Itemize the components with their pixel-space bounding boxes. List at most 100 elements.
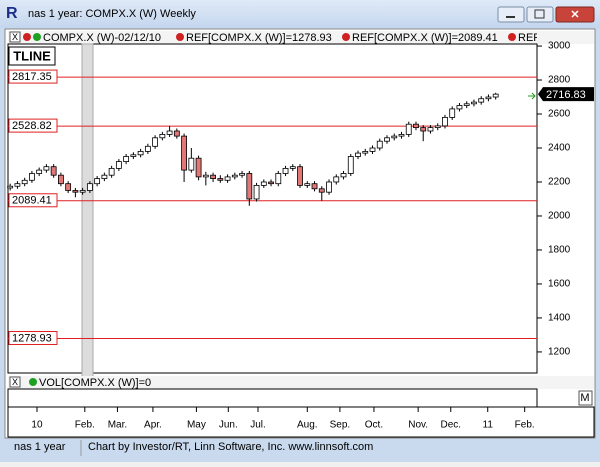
panel-menu-box bbox=[578, 390, 593, 406]
candle-body bbox=[478, 98, 485, 103]
candle-body bbox=[202, 174, 209, 178]
close-button[interactable] bbox=[555, 6, 595, 23]
x-tick-label: Feb. bbox=[75, 420, 95, 431]
candle-body bbox=[413, 123, 419, 129]
candle-body bbox=[94, 178, 101, 185]
maximize-button[interactable] bbox=[526, 6, 554, 23]
x-tick-label: Jun. bbox=[219, 420, 238, 431]
x-tick-label: Mar. bbox=[108, 420, 127, 431]
panel-close[interactable] bbox=[9, 31, 21, 43]
x-tick-label: Aug. bbox=[297, 420, 318, 431]
plot-frame bbox=[7, 43, 538, 374]
candle-body bbox=[43, 166, 50, 171]
y-tick-label: 1800 bbox=[548, 245, 571, 256]
candle-body bbox=[108, 167, 115, 176]
candle-body bbox=[318, 188, 325, 193]
close-icon: ✕ bbox=[570, 9, 579, 21]
candle-body bbox=[173, 130, 180, 137]
y-tick-label: 2600 bbox=[548, 109, 571, 120]
header-item: REF[COMPX.X (W)]=1278.93 bbox=[186, 32, 332, 44]
candle-body bbox=[195, 157, 202, 178]
y-tick-label: 2000 bbox=[548, 211, 571, 222]
candle-body bbox=[239, 173, 245, 176]
candle-body bbox=[449, 108, 456, 118]
candle-body bbox=[181, 135, 187, 171]
status-dot bbox=[33, 33, 41, 41]
candle-body bbox=[159, 134, 166, 139]
candle-body bbox=[29, 173, 35, 181]
price-arrow bbox=[528, 92, 536, 100]
status-left: nas 1 year bbox=[14, 441, 66, 453]
status-credit: Chart by Investor/RT, Linn Software, Inc… bbox=[88, 441, 373, 453]
candle-body bbox=[485, 96, 492, 100]
ref-label-box bbox=[8, 69, 58, 84]
status-dot bbox=[508, 33, 516, 41]
candle-body bbox=[268, 181, 274, 185]
candle-body bbox=[384, 137, 390, 142]
x-tick-label: Oct. bbox=[365, 420, 383, 431]
maximize-icon bbox=[534, 9, 545, 19]
candle-body bbox=[21, 179, 28, 185]
candle-body bbox=[376, 140, 383, 149]
candle-body bbox=[340, 173, 347, 178]
price-tag-label: 2716.83 bbox=[546, 89, 586, 101]
header-clip: REF[COMPX.X (W)]= bbox=[518, 32, 600, 44]
candle-body bbox=[420, 127, 427, 132]
candle-body bbox=[86, 183, 93, 191]
y-tick-label: 1400 bbox=[548, 313, 571, 324]
candle-body bbox=[260, 181, 267, 186]
status-dot bbox=[23, 33, 31, 41]
x-tick-label: Feb. bbox=[515, 420, 535, 431]
header-item: REF[COMPX.X (W)]= bbox=[518, 32, 600, 44]
candle-body bbox=[326, 181, 332, 193]
ref-label: 2817.35 bbox=[12, 71, 52, 83]
candle-body bbox=[72, 190, 79, 193]
x-tick-label: 11 bbox=[483, 420, 494, 431]
ref-lines: 2817.35 2528.82 2089.41 1278.93 bbox=[8, 69, 537, 346]
candle-body bbox=[144, 145, 151, 152]
candle-body bbox=[282, 167, 289, 174]
candle-body bbox=[362, 151, 369, 154]
candle-body bbox=[152, 137, 159, 147]
candle-body bbox=[79, 190, 86, 193]
candle-body bbox=[58, 174, 64, 185]
candle-body bbox=[224, 176, 231, 181]
x-axis-area bbox=[7, 406, 595, 438]
candle-body bbox=[304, 183, 311, 186]
header-item: COMPX.X (W)-02/12/10 bbox=[43, 32, 161, 44]
ref-label-box bbox=[8, 118, 58, 133]
vol-label: VOL[COMPX.X (W)]=0 bbox=[39, 377, 151, 389]
ref-label: 2528.82 bbox=[12, 120, 52, 132]
candle-body bbox=[463, 103, 470, 106]
x-tick-label: Jul. bbox=[250, 420, 266, 431]
candle-body bbox=[347, 156, 354, 174]
panel-close[interactable] bbox=[9, 376, 21, 388]
study-label: TLINE bbox=[13, 48, 51, 63]
header-item: REF[COMPX.X (W)]=2089.41 bbox=[352, 32, 498, 44]
candle-body bbox=[210, 174, 216, 179]
candle-body bbox=[442, 117, 448, 127]
candle-body bbox=[471, 101, 477, 105]
y-tick-label: 1600 bbox=[548, 279, 571, 290]
vol-plot bbox=[7, 388, 538, 408]
candle-body bbox=[166, 130, 173, 135]
panel-menu[interactable]: M bbox=[580, 392, 589, 404]
ref-label: 1278.93 bbox=[12, 332, 52, 344]
vol-header bbox=[8, 376, 594, 389]
candle-body bbox=[297, 166, 303, 186]
ref-label: 2089.41 bbox=[12, 195, 52, 207]
candle-body bbox=[101, 174, 108, 179]
minimize-button[interactable] bbox=[497, 6, 525, 23]
candle-body bbox=[405, 123, 412, 135]
candle-body bbox=[355, 152, 361, 157]
candle-body bbox=[289, 166, 296, 169]
x-tick-label: Apr. bbox=[144, 420, 162, 431]
status-dot bbox=[176, 33, 184, 41]
candle-body bbox=[492, 93, 499, 98]
candle-body bbox=[231, 174, 238, 178]
y-tick-label: 3000 bbox=[548, 41, 571, 52]
candle-body bbox=[369, 147, 376, 152]
candle-body bbox=[333, 176, 340, 183]
